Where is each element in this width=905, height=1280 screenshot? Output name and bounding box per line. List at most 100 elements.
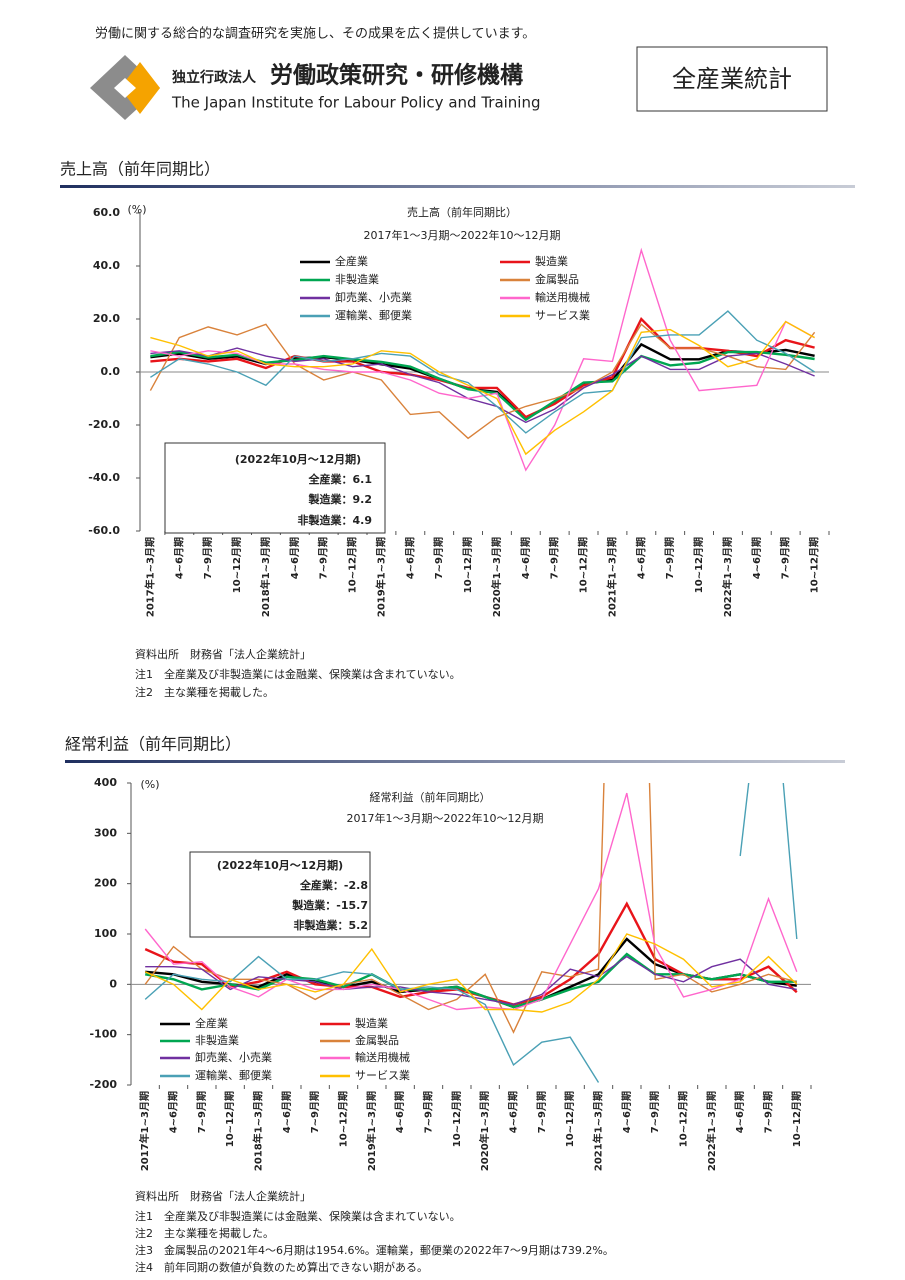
org-name: 労働政策研究・研修機構 [270,62,523,89]
section-rule [60,185,855,188]
series-line [144,792,798,1011]
chart-subtitle: 2017年1～3月期～2022年10～12月期 [347,811,544,825]
section-heading: 売上高（前年同期比） [60,160,220,179]
x-tick-label: 4~6月期 [733,1091,746,1133]
legend-label: 製造業 [535,254,568,268]
note: 注1 全産業及び非製造業には金融業、保険業は含まれていない。 [135,1209,461,1223]
legend-label: 全産業 [335,254,368,268]
x-tick-label: 4~6月期 [620,1091,633,1133]
badge-box [636,46,828,112]
x-tick-label: 2017年1~3月期 [138,1091,151,1171]
x-tick-label: 7~9月期 [317,537,330,579]
legend-label: 輸送用機械 [355,1050,410,1064]
y-tick-label: -20.0 [88,418,120,431]
legend-label: 非製造業 [195,1033,239,1047]
y-tick-label: 0.0 [101,365,121,378]
x-tick-label: 7~9月期 [548,537,561,579]
note: 注4 前年同期の数値が負数のため算出できない期がある。 [135,1260,428,1274]
legend-label: サービス業 [355,1069,410,1082]
x-tick-label: 2021年1~3月期 [605,537,618,617]
legend-label: 金属製品 [535,272,579,286]
source: 資料出所 財務省「法人企業統計」 [135,1189,311,1203]
legend-label: 輸送用機械 [535,290,590,304]
annotation: (2022年10月～12月期) [235,452,361,466]
badge: 全産業統計 [672,65,792,93]
x-tick-label: 2017年1~3月期 [143,537,156,617]
y-unit: (%) [127,203,146,216]
x-tick-label: 2022年1~3月期 [705,1091,718,1171]
annotation: 製造業：9.2 [308,492,373,506]
y-tick-label: -200 [89,1078,117,1091]
x-tick-label: 10~12月期 [346,537,359,593]
annotation: 製造業：-15.7 [291,898,368,912]
x-tick-label: 10~12月期 [461,537,474,593]
x-tick-label: 2019年1~3月期 [374,537,387,617]
x-tick-label: 4~6月期 [280,1091,293,1133]
series-line [149,323,816,440]
x-tick-label: 4~6月期 [167,1091,180,1133]
y-tick-label: 400 [94,776,117,789]
x-tick-label: 10~12月期 [450,1091,463,1147]
annotation: 非製造業：4.9 [298,513,373,527]
series-line [144,783,798,1083]
x-tick-label: 2020年1~3月期 [478,1091,491,1171]
legend-label: 運輸業、郵便業 [195,1068,272,1082]
legend-label: 非製造業 [335,272,379,286]
x-tick-label: 10~12月期 [677,1091,690,1147]
annotation: 非製造業：5.2 [294,918,369,932]
note: 注3 金属製品の2021年4～6月期は1954.6%。運輸業，郵便業の2022年… [135,1243,614,1257]
x-tick-label: 10~12月期 [808,537,821,593]
org-name-en: The Japan Institute for Labour Policy an… [171,94,541,112]
org-type: 独立行政法人 [172,69,257,86]
legend-label: サービス業 [535,309,590,322]
note: 注2 主な業種を掲載した。 [135,1226,274,1240]
x-tick-label: 7~9月期 [201,537,214,579]
plot [149,247,816,472]
x-tick-label: 10~12月期 [692,537,705,593]
x-tick-label: 4~6月期 [288,537,301,579]
series-line [144,952,797,1009]
plot [144,783,798,1083]
annotation: (2022年10月～12月期) [217,858,343,872]
y-tick-label: 300 [94,826,117,839]
x-tick-label: 7~9月期 [762,1091,775,1133]
note: 注1 全産業及び非製造業には金融業、保険業は含まれていない。 [135,667,461,681]
y-tick-label: 200 [94,877,117,890]
legend-label: 全産業 [195,1016,228,1030]
series-line [150,342,815,421]
chart-subtitle: 2017年1～3月期～2022年10～12月期 [364,228,561,242]
tagline: 労働に関する総合的な調査研究を実施し、その成果を広く提供しています。 [95,26,535,42]
x-tick-label: 4~6月期 [634,537,647,579]
x-tick-label: 10~12月期 [230,537,243,593]
y-tick-label: 20.0 [93,312,120,325]
x-tick-label: 2022年1~3月期 [721,537,734,617]
y-tick-label: 40.0 [93,259,120,272]
x-tick-label: 4~6月期 [750,537,763,579]
x-tick-label: 10~12月期 [337,1091,350,1147]
x-tick-label: 7~9月期 [535,1091,548,1133]
x-tick-label: 2020年1~3月期 [490,537,503,617]
section-rule [65,760,845,763]
series-line [144,933,798,1013]
source: 資料出所 財務省「法人企業統計」 [135,647,311,661]
y-tick-label: 0 [109,977,117,990]
y-tick-label: 100 [94,927,117,940]
logo [90,55,160,120]
x-tick-label: 4~6月期 [393,1091,406,1133]
x-tick-label: 7~9月期 [422,1091,435,1133]
legend-label: 卸売業、小売業 [335,290,412,304]
series-line [150,310,815,434]
x-tick-label: 2018年1~3月期 [259,537,272,617]
x-tick-label: 2021年1~3月期 [592,1091,605,1171]
x-tick-label: 4~6月期 [507,1091,520,1133]
x-tick-label: 10~12月期 [790,1091,803,1147]
legend-label: 金属製品 [355,1033,399,1047]
x-tick-label: 7~9月期 [195,1091,208,1133]
x-tick-label: 7~9月期 [432,537,445,579]
x-tick-label: 7~9月期 [779,537,792,579]
x-tick-label: 2019年1~3月期 [365,1091,378,1171]
annotation: 全産業：-2.8 [299,878,368,892]
y-tick-label: -60.0 [88,524,120,537]
